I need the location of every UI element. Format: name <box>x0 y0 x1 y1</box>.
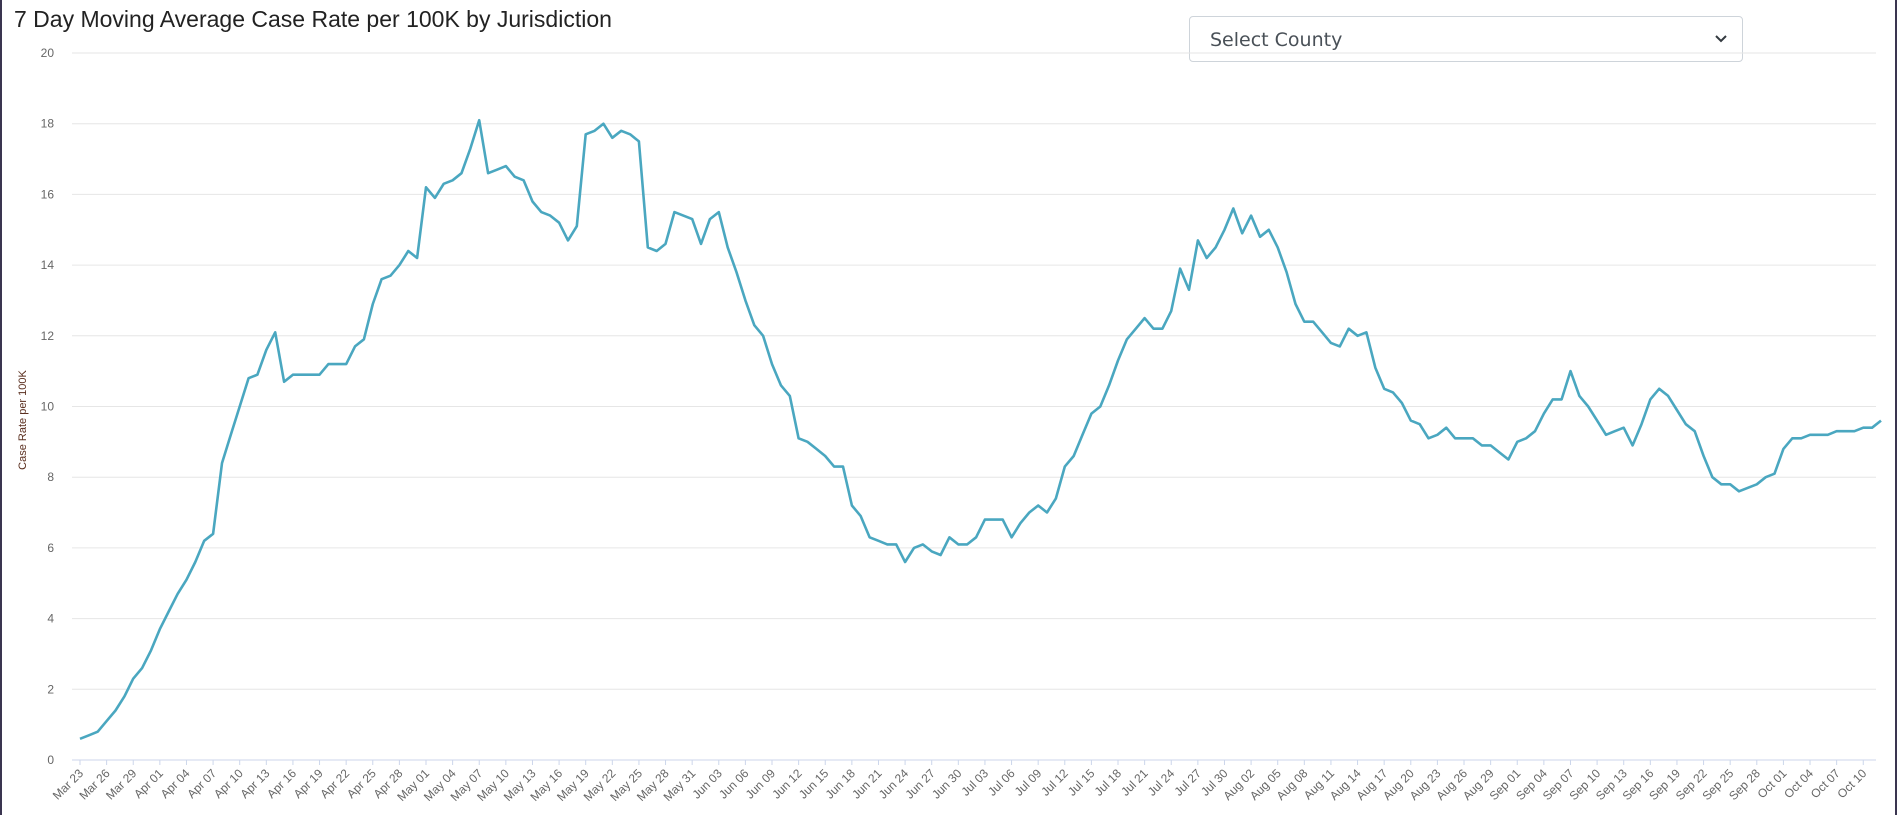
x-tick-label: Jul 15 <box>1065 766 1098 799</box>
y-tick-label: 8 <box>47 470 54 484</box>
county-select[interactable]: Select County <box>1189 16 1743 62</box>
y-tick-label: 20 <box>41 46 55 60</box>
y-tick-label: 2 <box>47 682 54 696</box>
x-tick-label: Jul 09 <box>1012 766 1045 799</box>
y-tick-label: 16 <box>41 187 55 201</box>
x-tick-label: Jul 24 <box>1145 766 1178 799</box>
window-border-left <box>0 0 2 815</box>
x-tick-label: Jul 21 <box>1118 766 1151 799</box>
y-tick-label: 6 <box>47 541 54 555</box>
grid-lines <box>72 52 1876 761</box>
x-tick-label: Jul 03 <box>959 766 992 799</box>
y-tick-label: 0 <box>47 753 54 767</box>
y-tick-label: 10 <box>41 400 55 414</box>
county-select-value: Select County <box>1210 29 1343 51</box>
y-tick-label: 12 <box>41 329 55 343</box>
y-tick-label: 14 <box>41 258 55 272</box>
y-tick-label: 18 <box>41 117 55 131</box>
chevron-down-icon <box>1715 35 1727 43</box>
y-axis-ticks: 0 2 4 6 8 10 12 14 16 18 20 <box>41 46 55 767</box>
x-tick-label: Jul 12 <box>1038 766 1071 799</box>
y-tick-label: 4 <box>47 612 54 626</box>
x-tick-label: Jul 06 <box>985 766 1018 799</box>
x-tick-label: Jun 30 <box>929 766 965 802</box>
window-border-right <box>1895 0 1897 815</box>
series-line <box>79 118 1882 741</box>
chart-title: 7 Day Moving Average Case Rate per 100K … <box>14 6 612 32</box>
x-tick-label: Jul 18 <box>1092 766 1125 799</box>
y-axis-label: Case Rate per 100K <box>17 370 29 470</box>
x-tick-label: Oct 10 <box>1834 766 1869 801</box>
x-tick-label: Mar 29 <box>103 766 140 803</box>
x-tick-label: Jul 27 <box>1171 766 1204 799</box>
